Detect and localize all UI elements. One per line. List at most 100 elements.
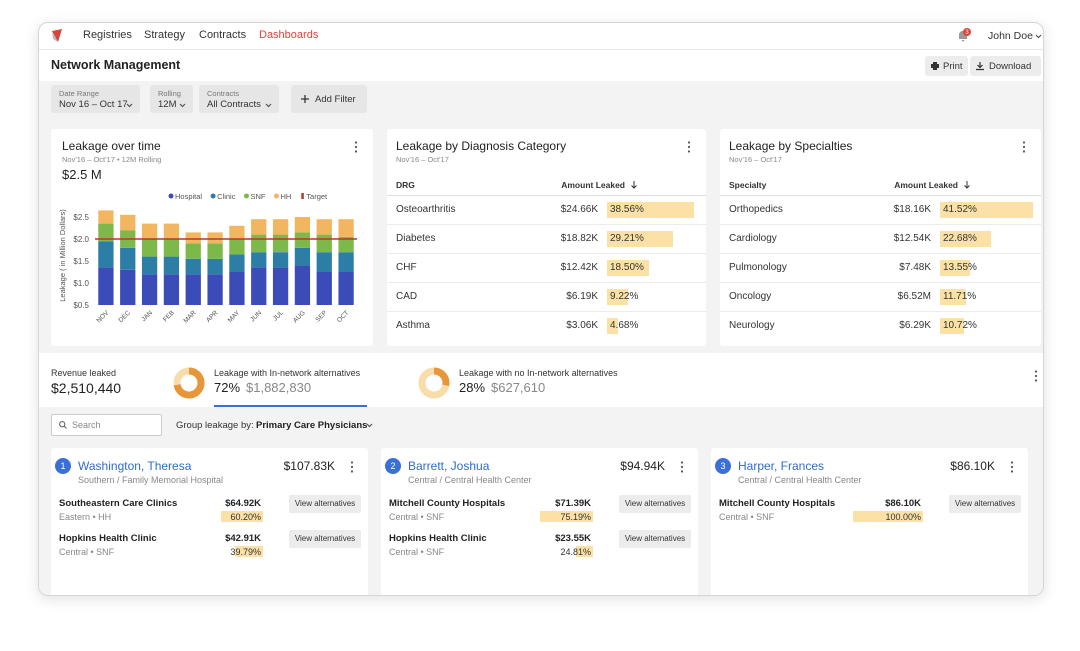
filter-value: 12M — [158, 99, 177, 110]
bar-segment — [229, 239, 245, 255]
group-value[interactable]: Primary Care Physicians — [256, 420, 368, 431]
nav-link[interactable]: Contracts — [199, 29, 247, 41]
x-tick-label: MAR — [182, 309, 197, 324]
add-filter-label: Add Filter — [315, 94, 356, 105]
badge-count: 3 — [965, 30, 969, 36]
physician-name[interactable]: Harper, Frances — [738, 459, 825, 473]
row-label: CHF — [396, 262, 417, 273]
x-tick-label: MAY — [227, 309, 242, 324]
kebab-menu[interactable] — [680, 461, 684, 473]
share-label: 24.81% — [560, 547, 591, 557]
view-alternatives-button[interactable]: View alternatives — [289, 530, 361, 548]
filter-chip[interactable]: Contracts All Contracts — [199, 85, 279, 113]
row-divider — [387, 224, 706, 225]
share-label: 29.21% — [610, 233, 644, 244]
header-divider — [720, 195, 1041, 196]
bar-segment — [163, 223, 180, 239]
bar-segment — [207, 243, 223, 259]
row-amount: $6.19K — [566, 291, 598, 302]
logo — [52, 29, 62, 42]
y-axis-label: Leakage ( in Million Dollars) — [58, 209, 67, 302]
button-icon — [976, 62, 984, 71]
filter-chip[interactable]: Rolling 12M — [150, 85, 193, 113]
x-tick-label: OCT — [336, 309, 351, 324]
facility-name: Southeastern Care Clinics — [59, 498, 178, 509]
header-button[interactable]: Download — [970, 56, 1041, 76]
chart-title: Leakage over time — [62, 139, 161, 153]
kebab-menu[interactable] — [1010, 461, 1014, 473]
card-subtitle: Nov'16 – Oct'17 — [729, 155, 782, 164]
nav-link[interactable]: Dashboards — [259, 29, 319, 41]
kebab-menu[interactable] — [687, 141, 691, 153]
bar-segment — [316, 272, 332, 305]
nav-link[interactable]: Registries — [83, 29, 132, 41]
chart: $0.5 $1.0 $1.5 $2.0 $2.5 Leakage ( in Million… — [58, 192, 357, 325]
legend-label: HH — [280, 192, 291, 201]
donut — [173, 367, 205, 399]
view-alternatives-button[interactable]: View alternatives — [949, 495, 1021, 513]
chevron-icon — [126, 103, 133, 108]
share-bar — [540, 511, 593, 522]
kebab-dot — [680, 465, 684, 469]
share-label: 9.22% — [610, 291, 639, 302]
kebab-menu[interactable] — [354, 141, 358, 153]
chevron-path — [366, 423, 373, 428]
kebab-menu[interactable] — [350, 461, 354, 473]
bar-segment — [141, 274, 158, 305]
split-tab[interactable]: Leakage with In-network alternatives 72% $… — [214, 361, 369, 407]
kebab-menu[interactable] — [1022, 141, 1026, 153]
facility-meta: Central • SNF — [719, 512, 775, 522]
nav-link[interactable]: Strategy — [144, 29, 185, 41]
physician-card: 2 Barrett, Joshua Central / Central Health… — [381, 448, 698, 595]
row-divider — [387, 253, 706, 254]
bar-segment — [294, 265, 311, 305]
page-title: Network Management — [51, 58, 181, 72]
row-label: Asthma — [396, 320, 430, 331]
view-alternatives-button[interactable]: View alternatives — [619, 495, 691, 513]
filter-label: Contracts — [207, 89, 240, 98]
kebab-dot — [680, 461, 684, 464]
row-amount: $3.06K — [566, 320, 598, 331]
rank-badge: 1 — [55, 458, 71, 474]
y-tick-label: $0.5 — [73, 301, 89, 310]
sort-arrow — [964, 181, 970, 189]
physician-name[interactable]: Washington, Theresa — [78, 459, 192, 473]
row-amount: $6.52M — [897, 291, 931, 302]
split-percent: 72% — [214, 380, 241, 395]
x-tick-label: APR — [205, 309, 220, 324]
column-header[interactable]: Amount Leaked — [561, 180, 625, 190]
facility-name: Hopkins Health Clinic — [389, 533, 487, 544]
physician-name[interactable]: Barrett, Joshua — [408, 459, 490, 473]
button-label: Download — [989, 61, 1032, 72]
split-amount: $1,882,830 — [246, 380, 312, 395]
share-label: 22.68% — [943, 233, 977, 244]
view-alternatives-button[interactable]: View alternatives — [289, 495, 361, 513]
add-filter-button[interactable]: Add Filter — [291, 85, 367, 113]
physician-location: Southern / Family Memorial Hospital — [78, 475, 224, 485]
kebab-menu[interactable] — [1034, 370, 1038, 382]
search-lens — [59, 421, 66, 428]
kebab-dot — [1034, 370, 1038, 373]
nav-divider — [39, 49, 1043, 50]
column-header[interactable]: Amount Leaked — [894, 180, 958, 190]
facility-amount: $42.91K — [225, 533, 261, 544]
bar-segment — [316, 252, 332, 272]
split-tab[interactable]: Leakage with no In-network alternatives 2… — [459, 361, 618, 407]
bar-segment — [185, 274, 201, 305]
bar-segment — [207, 274, 223, 305]
kebab-dot — [687, 145, 691, 149]
search-box[interactable]: Search — [51, 414, 162, 436]
header-button[interactable]: Print — [925, 56, 968, 76]
filter-chip[interactable]: Date Range Nov 16 – Oct 17 — [51, 85, 140, 113]
user-name[interactable]: John Doe — [988, 30, 1033, 42]
bar-segment — [272, 267, 289, 305]
x-tick-label: FEB — [162, 309, 176, 323]
plus-path — [301, 95, 309, 103]
logo-shape — [52, 31, 58, 42]
bar-segment — [98, 267, 114, 305]
bar-segment — [120, 247, 136, 270]
view-alternatives-button[interactable]: View alternatives — [619, 530, 691, 548]
split-label: Leakage with In-network alternatives — [214, 368, 361, 378]
filter-value: Nov 16 – Oct 17 — [59, 99, 128, 110]
chevron-icon — [179, 103, 186, 108]
